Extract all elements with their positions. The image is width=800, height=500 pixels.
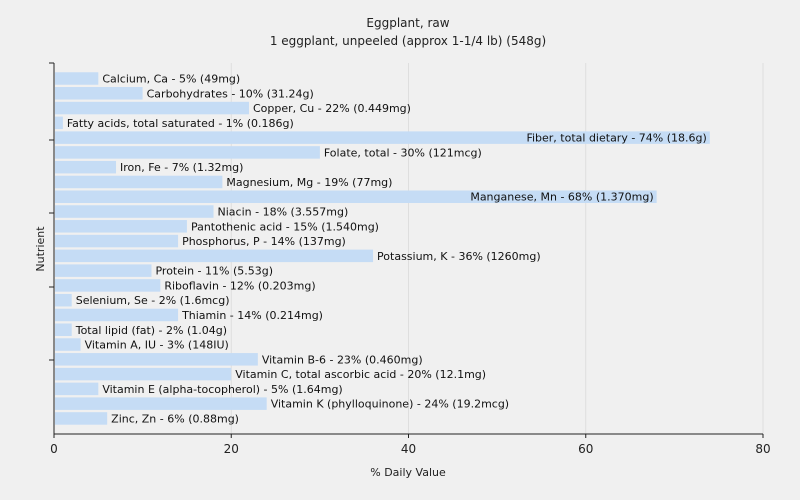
bar-label: Riboflavin - 12% (0.203mg) [164, 279, 315, 292]
axes: 0 20 40 60 80 [49, 62, 771, 456]
bar [55, 353, 258, 366]
bar [55, 412, 108, 425]
bar-label: Fatty acids, total saturated - 1% (0.186… [67, 117, 294, 130]
bar-label: Total lipid (fat) - 2% (1.04g) [75, 324, 227, 337]
bar [55, 234, 179, 248]
x-tick-label: 0 [50, 442, 58, 456]
bar-label: Thiamin - 14% (0.214mg) [181, 309, 323, 322]
bar [55, 264, 152, 277]
bar [55, 220, 187, 233]
bar-label: Vitamin E (alpha-tocopherol) - 5% (1.64m… [102, 383, 342, 396]
bar-label: Vitamin K (phylloquinone) - 24% (19.2mcg… [271, 398, 509, 411]
x-tick-label: 80 [755, 442, 770, 456]
bar [55, 367, 232, 381]
bar [55, 249, 374, 263]
bar-label: Vitamin A, IU - 3% (148IU) [85, 339, 229, 352]
bar-label: Manganese, Mn - 68% (1.370mg) [470, 191, 653, 204]
bar [55, 382, 99, 396]
bar-label: Vitamin C, total ascorbic acid - 20% (12… [235, 368, 486, 381]
bar [55, 190, 657, 203]
bar-label: Vitamin B-6 - 23% (0.460mg) [262, 353, 423, 366]
bar [55, 87, 143, 100]
bar [55, 397, 267, 410]
bars: Calcium, Ca - 5% (49mg)Carbohydrates - 1… [55, 72, 710, 425]
bar [55, 72, 99, 85]
bar-label: Zinc, Zn - 6% (0.88mg) [111, 412, 239, 425]
bar-label: Magnesium, Mg - 19% (77mg) [226, 176, 392, 189]
chart-subtitle: 1 eggplant, unpeeled (approx 1-1/4 lb) (… [270, 34, 546, 48]
bar-label: Pantothenic acid - 15% (1.540mg) [191, 220, 379, 233]
bar-label: Carbohydrates - 10% (31.24g) [147, 87, 314, 100]
bar [55, 160, 117, 174]
bar [55, 131, 710, 144]
x-tick-label: 60 [578, 442, 593, 456]
chart-title: Eggplant, raw [366, 16, 449, 30]
bar [55, 116, 63, 130]
bar [55, 205, 214, 218]
y-axis-label: Nutrient [34, 226, 47, 272]
bar [55, 101, 249, 115]
bar-label: Protein - 11% (5.53g) [155, 265, 273, 278]
bar-label: Potassium, K - 36% (1260mg) [377, 250, 541, 263]
x-tick-label: 20 [224, 442, 239, 456]
bar [55, 146, 320, 159]
bar-label: Fiber, total dietary - 74% (18.6g) [526, 132, 706, 145]
bar [55, 175, 223, 189]
bar-label: Selenium, Se - 2% (1.6mcg) [76, 294, 230, 307]
bar-label: Iron, Fe - 7% (1.32mg) [120, 161, 243, 174]
bar-label: Copper, Cu - 22% (0.449mg) [253, 102, 411, 115]
bar [55, 308, 179, 322]
bar-label: Calcium, Ca - 5% (49mg) [102, 73, 240, 86]
bar [55, 279, 161, 292]
x-axis-label: % Daily Value [370, 466, 446, 479]
x-tick-label: 40 [401, 442, 416, 456]
bar [55, 323, 72, 337]
bar-label: Folate, total - 30% (121mcg) [324, 146, 482, 159]
bar [55, 293, 72, 307]
bar-label: Phosphorus, P - 14% (137mg) [182, 235, 346, 248]
bar [55, 338, 81, 351]
bar-label: Niacin - 18% (3.557mg) [218, 206, 349, 219]
